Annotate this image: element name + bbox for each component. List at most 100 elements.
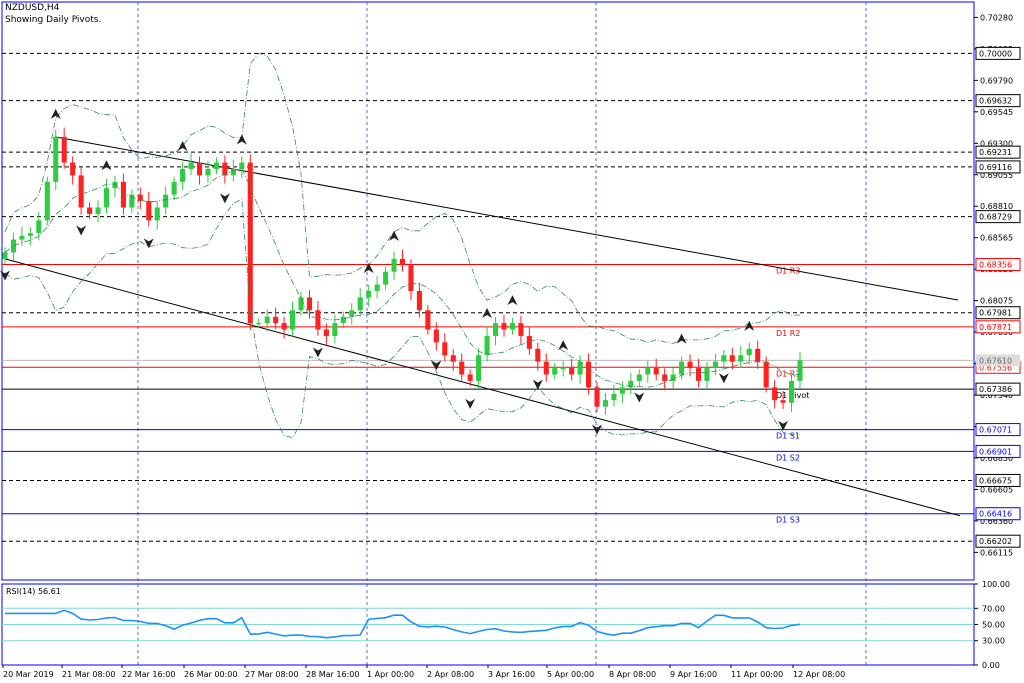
candle-body xyxy=(36,220,42,234)
candle-body xyxy=(662,374,668,381)
candle-body xyxy=(290,310,296,330)
price-tick-label: 0.68075 xyxy=(980,297,1013,306)
time-tick-label: 20 Mar 2019 xyxy=(3,670,54,679)
current-price-box xyxy=(976,354,1020,367)
fractal-down-arrow xyxy=(312,347,323,358)
level-price-box xyxy=(975,423,1021,437)
fractal-up-arrow xyxy=(389,230,400,241)
level-price-label: 0.69116 xyxy=(979,163,1012,172)
price-tick-label: 0.69300 xyxy=(980,139,1013,148)
fractal-down-arrow xyxy=(592,424,603,435)
candle-body xyxy=(154,207,160,221)
pivot-label: D1 S3 xyxy=(776,516,800,525)
candle-body xyxy=(738,355,744,362)
fractal-down-arrow xyxy=(76,225,87,236)
fractal-down-arrow xyxy=(431,360,442,371)
candle-body xyxy=(543,361,549,375)
candle-body xyxy=(19,235,25,240)
fractal-up-arrow xyxy=(676,333,687,344)
price-tick-label: 0.66605 xyxy=(980,485,1013,494)
pivot-label: D1 S1 xyxy=(776,432,800,441)
fractal-up-arrow xyxy=(363,263,374,273)
rsi-tick-label: 30.00 xyxy=(982,637,1005,646)
candle-body xyxy=(306,297,313,311)
candle-body xyxy=(323,329,329,336)
fractal-down-arrow xyxy=(219,193,230,204)
candle-body xyxy=(789,380,795,403)
candle-body xyxy=(594,387,600,407)
level-price-box xyxy=(975,444,1021,458)
candle-body xyxy=(602,400,609,407)
candle-body xyxy=(450,355,456,362)
time-tick-label: 26 Mar 00:00 xyxy=(184,670,237,679)
candle-body xyxy=(755,348,761,362)
channel-upper-line xyxy=(54,136,959,301)
level-price-box xyxy=(975,473,1021,487)
candle-body xyxy=(695,368,702,381)
candle-body xyxy=(239,162,245,169)
candle-body xyxy=(340,316,346,324)
time-tick-label: 2 Apr 08:00 xyxy=(427,670,474,679)
candle-body xyxy=(399,258,406,266)
level-price-label: 0.66901 xyxy=(979,447,1012,456)
fractal-up-arrow xyxy=(50,108,61,119)
fractal-up-arrow xyxy=(507,295,518,306)
candle-body xyxy=(425,310,431,330)
time-tick-label: 9 Apr 16:00 xyxy=(670,670,717,679)
rsi-line xyxy=(5,609,801,639)
price-tick-label: 0.66115 xyxy=(980,548,1013,557)
candle-body xyxy=(586,361,592,388)
fractal-down-arrow xyxy=(532,379,543,390)
level-price-box xyxy=(975,94,1021,108)
candle-body xyxy=(70,162,76,176)
time-tick-label: 8 Apr 08:00 xyxy=(609,670,656,679)
fractal-down-arrow xyxy=(143,238,154,249)
candle-body xyxy=(163,194,169,208)
price-tick-label: 0.68565 xyxy=(980,234,1013,243)
candle-body xyxy=(366,291,372,298)
time-tick-label: 21 Mar 08:00 xyxy=(62,670,115,679)
candle-body xyxy=(61,136,67,163)
candle-body xyxy=(281,323,287,330)
time-tick-label: 1 Apr 00:00 xyxy=(367,670,414,679)
pivot-label: D1 S2 xyxy=(776,453,800,462)
candle-body xyxy=(332,323,338,336)
candle-body xyxy=(746,348,752,356)
candle-body xyxy=(653,368,659,375)
level-price-label: 0.66675 xyxy=(979,476,1012,485)
candle-body xyxy=(416,291,422,311)
fractal-down-arrow xyxy=(465,398,476,409)
candle-body xyxy=(196,162,203,176)
time-tick-label: 11 Apr 00:00 xyxy=(731,670,783,679)
candle-body xyxy=(467,374,473,381)
candle-body xyxy=(53,136,59,182)
candle-body xyxy=(772,387,778,401)
candle-body xyxy=(484,335,490,356)
candle-body xyxy=(247,162,253,324)
candle-body xyxy=(273,316,279,324)
candle-body xyxy=(383,271,389,285)
candle-body xyxy=(2,252,8,259)
price-tick-label: 0.66850 xyxy=(980,454,1013,463)
candle-body xyxy=(569,368,575,375)
rsi-tick-label: 0.00 xyxy=(982,661,1000,670)
chart-subtitle: Showing Daily Pivots. xyxy=(5,15,102,25)
candle-body xyxy=(298,297,304,311)
level-price-box xyxy=(975,210,1021,224)
candle-body xyxy=(256,323,262,325)
candle-body xyxy=(180,168,186,182)
level-price-label: 0.69231 xyxy=(979,148,1012,157)
rsi-tick-label: 70.00 xyxy=(982,604,1005,613)
candle-body xyxy=(459,361,465,375)
candle-body xyxy=(87,207,93,214)
candle-body xyxy=(213,162,219,169)
candle-body xyxy=(95,207,101,214)
candle-body xyxy=(797,360,803,381)
price-tick-label: 0.66360 xyxy=(980,517,1013,526)
fractal-down-arrow xyxy=(718,373,729,384)
candle-body xyxy=(222,162,228,176)
candle-body xyxy=(687,361,693,369)
time-tick-label: 27 Mar 08:00 xyxy=(245,670,298,679)
candle-body xyxy=(10,239,16,253)
